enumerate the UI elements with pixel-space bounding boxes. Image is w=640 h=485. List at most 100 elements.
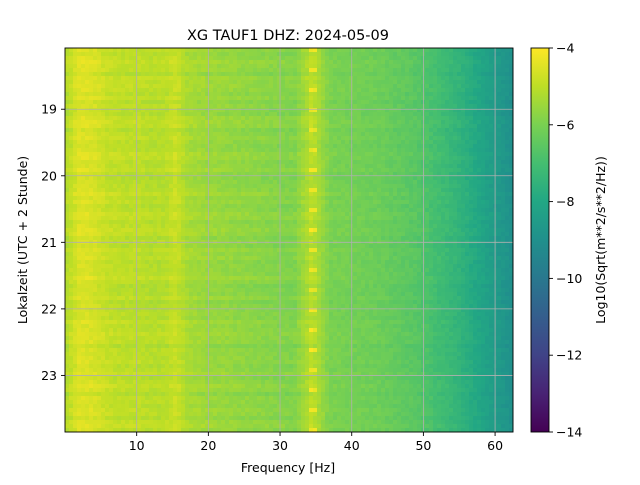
heatmap-cell bbox=[265, 68, 270, 73]
heatmap-cell bbox=[465, 92, 470, 97]
heatmap-cell bbox=[465, 52, 470, 57]
heatmap-cell bbox=[489, 68, 494, 73]
heatmap-cell bbox=[461, 188, 466, 193]
heatmap-cell bbox=[449, 68, 454, 73]
heatmap-cell bbox=[269, 144, 274, 149]
heatmap-cell bbox=[241, 124, 246, 129]
heatmap-cell bbox=[233, 196, 238, 201]
heatmap-cell bbox=[365, 164, 370, 169]
heatmap-cell bbox=[417, 220, 422, 225]
heatmap-cell bbox=[321, 76, 326, 81]
heatmap-cell bbox=[153, 192, 158, 197]
heatmap-cell bbox=[73, 208, 78, 213]
heatmap-cell bbox=[505, 68, 510, 73]
heatmap-cell bbox=[121, 148, 126, 153]
heatmap-cell bbox=[461, 84, 466, 89]
heatmap-cell bbox=[185, 56, 190, 61]
heatmap-cell bbox=[105, 72, 110, 77]
heatmap-cell bbox=[201, 72, 206, 77]
heatmap-cell bbox=[313, 116, 318, 121]
heatmap-cell bbox=[157, 212, 162, 217]
heatmap-cell bbox=[469, 168, 474, 173]
heatmap-cell bbox=[181, 120, 186, 125]
heatmap-cell bbox=[469, 68, 474, 73]
heatmap-cell bbox=[465, 124, 470, 129]
heatmap-cell bbox=[285, 136, 290, 141]
heatmap-cell bbox=[341, 164, 346, 169]
heatmap-cell bbox=[437, 108, 442, 113]
heatmap-cell bbox=[301, 104, 306, 109]
heatmap-cell bbox=[373, 112, 378, 117]
heatmap-cell bbox=[361, 172, 366, 177]
heatmap-cell bbox=[205, 68, 210, 73]
heatmap-cell bbox=[69, 156, 74, 161]
heatmap-cell bbox=[197, 120, 202, 125]
heatmap-cell bbox=[417, 84, 422, 89]
heatmap-cell bbox=[289, 88, 294, 93]
heatmap-cell bbox=[177, 120, 182, 125]
heatmap-cell bbox=[73, 92, 78, 97]
heatmap-cell bbox=[301, 120, 306, 125]
heatmap-cell bbox=[333, 192, 338, 197]
heatmap-cell bbox=[325, 124, 330, 129]
heatmap-cell bbox=[149, 196, 154, 201]
heatmap-cell bbox=[73, 84, 78, 89]
heatmap-cell bbox=[341, 212, 346, 217]
heatmap-cell bbox=[237, 148, 242, 153]
heatmap-cell bbox=[145, 140, 150, 145]
heatmap-cell bbox=[441, 220, 446, 225]
heatmap-cell bbox=[473, 180, 478, 185]
heatmap-cell bbox=[97, 84, 102, 89]
heatmap-cell bbox=[197, 80, 202, 85]
heatmap-cell bbox=[385, 72, 390, 77]
heatmap-cell bbox=[249, 88, 254, 93]
heatmap-cell bbox=[281, 204, 286, 209]
heatmap-cell bbox=[229, 200, 234, 205]
heatmap-cell bbox=[105, 152, 110, 157]
heatmap-cell bbox=[157, 128, 162, 133]
heatmap-cell bbox=[469, 152, 474, 157]
heatmap-cell bbox=[465, 128, 470, 133]
heatmap-cell bbox=[185, 160, 190, 165]
heatmap-cell bbox=[97, 192, 102, 197]
heatmap-cell bbox=[93, 212, 98, 217]
heatmap-cell bbox=[201, 216, 206, 221]
heatmap-cell bbox=[361, 92, 366, 97]
heatmap-cell bbox=[449, 128, 454, 133]
heatmap-cell bbox=[385, 124, 390, 129]
heatmap-cell bbox=[165, 128, 170, 133]
heatmap-cell bbox=[285, 204, 290, 209]
heatmap-cell bbox=[413, 132, 418, 137]
heatmap-cell bbox=[417, 200, 422, 205]
heatmap-cell bbox=[97, 144, 102, 149]
heatmap-cell bbox=[277, 132, 282, 137]
heatmap-cell bbox=[337, 220, 342, 225]
heatmap-cell bbox=[245, 52, 250, 57]
heatmap-cell bbox=[73, 56, 78, 61]
heatmap-cell bbox=[225, 128, 230, 133]
heatmap-cell bbox=[221, 120, 226, 125]
heatmap-cell bbox=[121, 84, 126, 89]
heatmap-cell bbox=[229, 212, 234, 217]
heatmap-cell bbox=[221, 200, 226, 205]
heatmap-cell bbox=[317, 128, 322, 133]
heatmap-cell bbox=[417, 68, 422, 73]
heatmap-cell bbox=[505, 152, 510, 157]
heatmap-cell bbox=[445, 212, 450, 217]
heatmap-cell bbox=[129, 172, 134, 177]
heatmap-cell bbox=[321, 224, 326, 229]
heatmap-cell bbox=[221, 104, 226, 109]
heatmap-cell bbox=[145, 168, 150, 173]
heatmap-cell bbox=[225, 184, 230, 189]
heatmap-cell bbox=[265, 200, 270, 205]
heatmap-cell bbox=[433, 72, 438, 77]
heatmap-cell bbox=[253, 196, 258, 201]
heatmap-cell bbox=[109, 64, 114, 69]
heatmap-cell bbox=[357, 144, 362, 149]
heatmap-cell bbox=[373, 80, 378, 85]
heatmap-cell bbox=[141, 184, 146, 189]
heatmap-cell bbox=[489, 216, 494, 221]
heatmap-cell bbox=[301, 204, 306, 209]
heatmap-cell bbox=[501, 72, 506, 77]
heatmap-cell bbox=[273, 188, 278, 193]
